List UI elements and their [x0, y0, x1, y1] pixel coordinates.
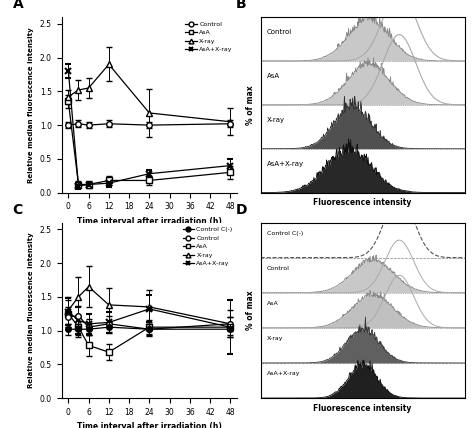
Text: AsA+X-ray: AsA+X-ray: [267, 371, 301, 376]
Text: AsA+X-ray: AsA+X-ray: [267, 161, 304, 167]
Legend: Control C(-), Control, AsA, X-ray, AsA+X-ray: Control C(-), Control, AsA, X-ray, AsA+X…: [182, 226, 234, 268]
Text: C: C: [12, 203, 23, 217]
Text: A: A: [12, 0, 23, 12]
X-axis label: Time interval after irradiation (h): Time interval after irradiation (h): [77, 422, 222, 428]
Text: D: D: [236, 203, 248, 217]
Text: X-ray: X-ray: [267, 336, 283, 341]
Text: Control: Control: [267, 266, 290, 270]
Text: AsA: AsA: [267, 73, 280, 79]
Y-axis label: Relative median fluorescence intensity: Relative median fluorescence intensity: [28, 27, 34, 183]
Text: Control: Control: [267, 30, 292, 36]
Legend: Control, AsA, X-ray, AsA+X-ray: Control, AsA, X-ray, AsA+X-ray: [184, 20, 234, 54]
Y-axis label: Relative median fluorescence intensity: Relative median fluorescence intensity: [28, 232, 34, 388]
Text: AsA: AsA: [267, 301, 279, 306]
X-axis label: Fluorescence intensity: Fluorescence intensity: [313, 404, 412, 413]
Text: X-ray: X-ray: [267, 117, 285, 123]
Y-axis label: % of max: % of max: [246, 291, 255, 330]
Y-axis label: % of max: % of max: [246, 85, 255, 125]
Text: Control C(-): Control C(-): [267, 231, 303, 235]
Text: B: B: [236, 0, 247, 12]
X-axis label: Time interval after irradiation (h): Time interval after irradiation (h): [77, 217, 222, 226]
X-axis label: Fluorescence intensity: Fluorescence intensity: [313, 198, 412, 207]
